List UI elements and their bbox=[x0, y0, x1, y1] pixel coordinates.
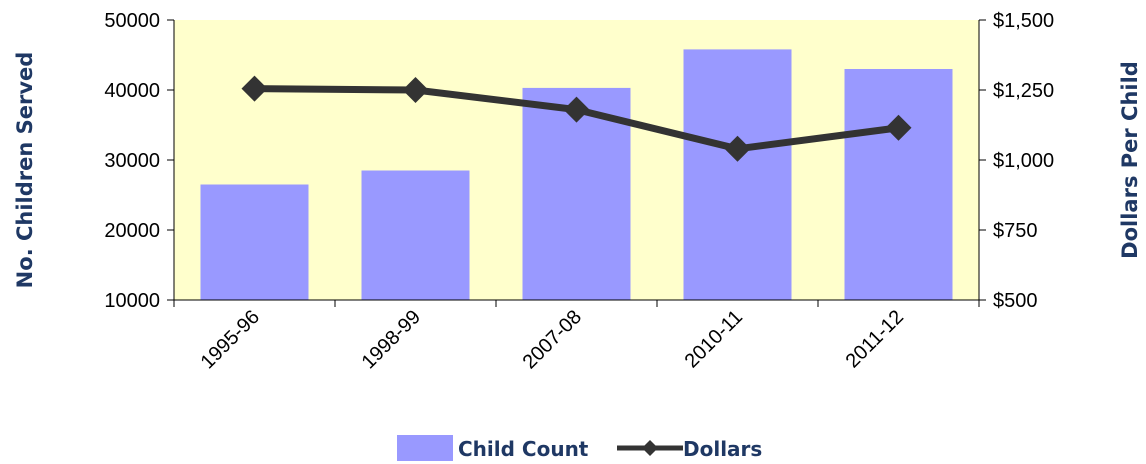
left-axis-title: No. Children Served bbox=[13, 52, 37, 289]
bar bbox=[200, 184, 309, 300]
right-tick-label: $1,500 bbox=[993, 10, 1054, 32]
legend-swatch-dollars-marker bbox=[642, 440, 658, 456]
left-tick-label: 50000 bbox=[104, 10, 160, 32]
bar bbox=[361, 170, 470, 300]
legend: Child Count Dollars bbox=[397, 435, 762, 461]
bar bbox=[522, 87, 631, 301]
right-tick-label: $750 bbox=[993, 220, 1038, 242]
x-tick-label: 2010-11 bbox=[681, 306, 747, 372]
dollars-marker bbox=[241, 75, 268, 102]
x-tick-label: 2011-12 bbox=[842, 306, 908, 372]
right-axis-title: Dollars Per Child bbox=[1118, 61, 1142, 259]
dollars-marker bbox=[885, 114, 912, 141]
left-tick-label: 10000 bbox=[104, 290, 160, 312]
left-tick-label: 20000 bbox=[104, 220, 160, 242]
dollars-marker bbox=[402, 77, 429, 103]
left-tick-label: 40000 bbox=[104, 80, 160, 102]
right-tick-label: $1,250 bbox=[993, 80, 1054, 102]
left-tick-label: 30000 bbox=[104, 150, 160, 172]
right-tick-label: $500 bbox=[993, 290, 1038, 312]
right-tick-label: $1,000 bbox=[993, 150, 1054, 172]
x-tick-label: 1998-99 bbox=[358, 306, 425, 373]
legend-swatch-child-count bbox=[397, 435, 453, 461]
bar bbox=[844, 69, 953, 300]
line-series bbox=[241, 75, 912, 162]
bar-series bbox=[200, 49, 953, 301]
dollars-marker bbox=[724, 135, 751, 162]
bar bbox=[683, 49, 792, 301]
legend-label-dollars: Dollars bbox=[683, 437, 762, 461]
x-tick-label: 2007-08 bbox=[519, 306, 586, 373]
dollars-marker bbox=[563, 96, 590, 123]
axes bbox=[167, 19, 986, 307]
x-tick-label: 1995-96 bbox=[197, 306, 264, 373]
legend-label-child-count: Child Count bbox=[458, 437, 589, 461]
